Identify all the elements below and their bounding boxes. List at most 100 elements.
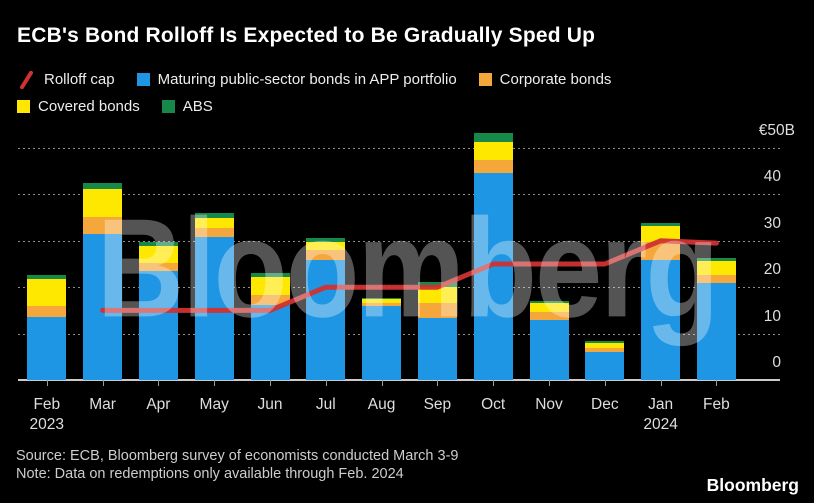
bar-segment-corporate: [250, 294, 290, 305]
bar-segment-abs: [194, 212, 234, 219]
bar-segment-covered: [473, 141, 513, 161]
y-axis-label: 30: [763, 214, 781, 232]
y-axis-label: €50B: [758, 122, 795, 139]
bar-segment-abs: [417, 281, 457, 287]
legend-label: Covered bonds: [38, 98, 140, 115]
gridline: [18, 194, 780, 196]
bar-segment-covered: [696, 260, 736, 275]
bar-segment-corporate: [306, 249, 346, 260]
source-note: Source: ECB, Bloomberg survey of economi…: [16, 448, 459, 464]
bar-segment-abs: [529, 300, 569, 304]
x-axis-label: Sep: [423, 396, 452, 413]
legend-item-abs: ABS: [161, 98, 213, 115]
x-axis-label: Apr: [146, 396, 171, 413]
x-axis-tick: [660, 380, 662, 386]
legend-item-rolloff-cap: Rolloff cap: [17, 70, 115, 90]
legend-label: Corporate bonds: [499, 71, 612, 88]
bar-segment-abs: [362, 297, 402, 300]
x-axis-tick: [214, 380, 216, 386]
legend-swatch-icon: [478, 73, 492, 86]
x-axis-label: Oct: [481, 396, 506, 413]
bar-segment-corporate: [83, 216, 123, 234]
bar-segment-maturing: [250, 304, 290, 380]
bar-segment-covered: [250, 276, 290, 295]
bar-segment-maturing: [194, 237, 234, 380]
bar-segment-covered: [585, 343, 625, 349]
bar-segment-covered: [83, 188, 123, 217]
bar-segment-abs: [250, 272, 290, 277]
bar-segment-abs: [138, 241, 178, 246]
bar-segment-corporate: [194, 228, 234, 238]
legend-swatch-icon: [17, 100, 30, 113]
bar-segment-maturing: [473, 172, 513, 380]
bar-segment-corporate: [696, 274, 736, 284]
bar-segment-maturing: [138, 270, 178, 380]
bar-segment-maturing: [362, 306, 402, 380]
x-axis-tick: [158, 380, 160, 386]
bar-segment-maturing: [529, 320, 569, 380]
bar-segment-abs: [641, 223, 681, 226]
bar-segment-corporate: [529, 311, 569, 321]
bar-segment-covered: [194, 218, 234, 229]
legend-label: Maturing public-sector bonds in APP port…: [157, 71, 457, 88]
bar-segment-corporate: [417, 303, 457, 319]
bar-segment-abs: [696, 258, 736, 261]
x-axis-tick: [381, 380, 383, 386]
x-axis-label: Dec: [591, 396, 619, 413]
x-axis-tick: [604, 380, 606, 386]
bar-segment-covered: [27, 278, 67, 306]
bar-segment-maturing: [27, 316, 67, 380]
x-axis-year-label: 2024: [643, 416, 678, 433]
legend-label: ABS: [182, 98, 213, 115]
x-axis-tick: [716, 380, 718, 386]
x-axis-label: Jul: [315, 396, 336, 413]
legend-item-maturing-public-sector-bonds-in-app-portfolio: Maturing public-sector bonds in APP port…: [136, 71, 457, 88]
x-axis-label: Feb: [703, 396, 730, 413]
bar-segment-abs: [473, 133, 513, 142]
bar-segment-covered: [641, 225, 681, 242]
bar-segment-corporate: [27, 305, 67, 317]
x-axis-tick: [437, 380, 439, 386]
bar-segment-maturing: [83, 233, 123, 380]
x-axis-tick: [325, 380, 327, 386]
x-axis-line: [18, 379, 780, 381]
x-axis-label: May: [199, 396, 229, 413]
bar-segment-corporate: [362, 303, 402, 307]
page-title: ECB's Bond Rolloff Is Expected to Be Gra…: [17, 24, 596, 47]
y-axis-label: 20: [763, 261, 781, 279]
x-axis-label: Jan: [648, 396, 674, 413]
x-axis-tick: [493, 380, 495, 386]
bar-segment-abs: [27, 274, 67, 279]
legend-label: Rolloff cap: [44, 71, 115, 88]
bar-segment-covered: [417, 286, 457, 304]
gridline: [18, 148, 780, 149]
bar-segment-corporate: [641, 241, 681, 260]
x-axis-tick: [549, 380, 550, 386]
bar-segment-abs: [585, 340, 625, 344]
bar-segment-maturing: [696, 283, 736, 380]
x-axis-label: Nov: [535, 396, 563, 413]
y-axis-label: 10: [763, 307, 781, 325]
legend-item-corporate-bonds: Corporate bonds: [478, 71, 612, 88]
x-axis-label: Aug: [367, 396, 396, 413]
legend-item-covered-bonds: Covered bonds: [17, 98, 140, 115]
legend-swatch-icon: [136, 73, 150, 86]
y-axis-label: 0: [772, 354, 781, 371]
x-axis-label: Feb: [33, 396, 61, 413]
bloomberg-logo: Bloomberg: [706, 475, 799, 495]
x-axis-tick: [270, 380, 271, 386]
y-axis-label: 40: [763, 168, 781, 186]
bar-segment-maturing: [417, 318, 457, 380]
x-axis-year-label: 2023: [29, 416, 65, 433]
legend: Rolloff cap Maturing public-sector bonds …: [17, 70, 737, 115]
bar-segment-covered: [362, 299, 402, 304]
bar-segment-covered: [529, 303, 569, 312]
bar-segment-maturing: [585, 351, 625, 380]
bar-segment-covered: [138, 245, 178, 264]
watermark-text: Bloomberg: [96, 188, 720, 347]
x-axis-label: Mar: [89, 396, 116, 413]
x-axis-label: Jun: [257, 396, 283, 413]
bar-segment-abs: [83, 183, 123, 189]
